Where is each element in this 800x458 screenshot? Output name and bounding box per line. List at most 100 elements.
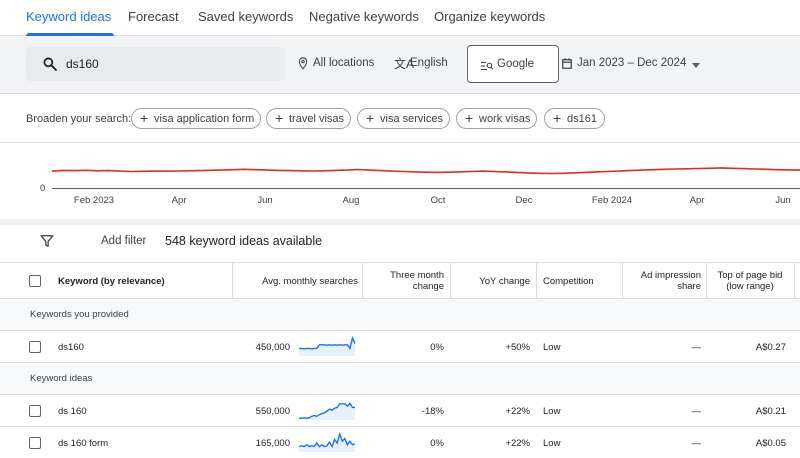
sparkline-line	[299, 335, 356, 351]
translate-icon: 文A	[394, 57, 415, 71]
chip-label: travel visas	[289, 113, 345, 125]
select-all-checkbox[interactable]	[29, 275, 41, 287]
col-ad-impression-share[interactable]: Ad impression share	[640, 270, 701, 292]
table-row[interactable]: ds 160 form 165,000 0% +22% Low — A$0.05	[0, 427, 800, 458]
yoy-cell: +50%	[505, 341, 530, 353]
col-three-month-change[interactable]: Three month change	[390, 270, 444, 292]
x-axis-label: Aug	[342, 195, 360, 206]
plus-icon: +	[553, 110, 562, 126]
x-axis-label: Jun	[775, 195, 791, 206]
tab-organize-keywords[interactable]: Organize keywords	[434, 9, 546, 24]
three-month-cell: -18%	[421, 405, 444, 417]
tab-keyword-ideas[interactable]: Keyword ideas	[26, 9, 112, 24]
broaden-chip-travel-visas[interactable]: + travel visas	[266, 108, 351, 129]
search-volume-trend-chart: 0 Feb 2023 Apr Jun Aug Oct Dec Feb 2024 …	[0, 143, 800, 219]
broaden-chip-visa-application-form[interactable]: + visa application form	[131, 108, 261, 129]
row-checkbox[interactable]	[29, 437, 41, 449]
tab-negative-keywords[interactable]: Negative keywords	[309, 9, 419, 24]
broaden-label: Broaden your search:	[26, 113, 132, 125]
chip-label: visa application form	[154, 113, 255, 125]
chip-label: work visas	[479, 113, 531, 125]
group-label: Keyword ideas	[30, 373, 93, 384]
row-checkbox[interactable]	[29, 341, 41, 353]
broaden-search-row: Broaden your search: + visa application f…	[0, 95, 800, 143]
broaden-chip-visa-services[interactable]: + visa services	[357, 108, 450, 129]
search-network-icon	[481, 59, 494, 74]
tab-forecast[interactable]: Forecast	[128, 9, 179, 24]
yoy-cell: +22%	[505, 437, 530, 449]
row-checkbox[interactable]	[29, 405, 41, 417]
add-filter-button[interactable]: Add filter	[101, 235, 147, 247]
active-tab-indicator	[26, 33, 114, 36]
chevron-down-icon[interactable]	[692, 63, 700, 68]
group-label: Keywords you provided	[30, 309, 129, 320]
language-label: English	[410, 57, 448, 69]
col-avg-monthly-searches[interactable]: Avg. monthly searches	[262, 275, 358, 287]
sparkline	[299, 335, 356, 356]
tab-saved-keywords[interactable]: Saved keywords	[198, 9, 294, 24]
competition-cell: Low	[543, 405, 561, 417]
yoy-cell: +22%	[505, 405, 530, 417]
search-input[interactable]	[66, 47, 266, 81]
broaden-chip-work-visas[interactable]: + work visas	[456, 108, 537, 129]
keyword-cell: ds160	[58, 341, 84, 353]
sparkline	[299, 402, 355, 420]
trend-chart-svg	[51, 167, 800, 189]
x-axis-label: Oct	[430, 195, 446, 206]
group-header-provided: Keywords you provided	[0, 299, 800, 331]
sparkline	[298, 431, 356, 452]
x-axis-label: Feb 2024	[591, 195, 633, 206]
col-top-of-page-bid-low[interactable]: Top of page bid (low range)	[717, 270, 783, 292]
keyword-cell: ds 160 form	[58, 437, 109, 449]
ad-impression-cell: —	[691, 437, 702, 449]
search-box[interactable]	[26, 47, 285, 81]
search-icon	[42, 56, 58, 75]
search-engine-label: Google	[497, 58, 535, 70]
plus-icon: +	[366, 110, 375, 126]
x-axis-label: Feb 2023	[73, 195, 115, 206]
ad-impression-cell: —	[691, 405, 702, 417]
tab-bar: Keyword ideas Forecast Saved keywords Ne…	[0, 0, 800, 36]
top-bid-cell: A$0.05	[755, 437, 786, 449]
col-competition[interactable]: Competition	[543, 275, 594, 287]
avg-searches-cell: 165,000	[255, 437, 290, 449]
broaden-chip-ds161[interactable]: + ds161	[544, 108, 605, 129]
x-axis-label: Apr	[171, 195, 187, 206]
plus-icon: +	[140, 110, 149, 126]
search-row: All locations 文A English Google Jan 2023…	[0, 36, 800, 94]
ad-impression-cell: —	[691, 341, 702, 353]
chip-label: ds161	[567, 113, 597, 125]
trend-line	[51, 167, 800, 175]
date-range-label: Jan 2023 – Dec 2024	[577, 57, 687, 69]
location-pin-icon	[298, 57, 308, 70]
competition-cell: Low	[543, 341, 561, 353]
top-bid-cell: A$0.27	[755, 341, 786, 353]
sparkline-line	[298, 431, 356, 449]
three-month-cell: 0%	[430, 437, 444, 449]
x-axis-label: Dec	[515, 195, 533, 206]
sparkline-line	[299, 402, 355, 419]
table-header: Keyword (by relevance) Avg. monthly sear…	[0, 263, 800, 299]
avg-searches-cell: 550,000	[255, 405, 290, 417]
col-keyword[interactable]: Keyword (by relevance)	[58, 275, 165, 287]
ideas-count: 548 keyword ideas available	[165, 234, 323, 248]
y-axis-zero-label: 0	[40, 183, 46, 194]
calendar-icon	[562, 58, 572, 69]
table-row[interactable]: ds160 450,000 0% +50% Low — A$0.27	[0, 331, 800, 363]
search-engine-selector[interactable]: Google	[467, 45, 559, 83]
filter-icon[interactable]	[40, 234, 54, 251]
col-yoy-change[interactable]: YoY change	[479, 275, 530, 287]
top-bid-cell: A$0.21	[755, 405, 786, 417]
plus-icon: +	[465, 110, 474, 126]
location-label: All locations	[313, 57, 375, 69]
sparkline-area	[299, 338, 355, 356]
chip-label: visa services	[380, 113, 443, 125]
competition-cell: Low	[543, 437, 561, 449]
three-month-cell: 0%	[430, 341, 444, 353]
x-axis-label: Jun	[257, 195, 273, 206]
x-axis-label: Apr	[689, 195, 705, 206]
group-header-ideas: Keyword ideas	[0, 363, 800, 395]
table-row[interactable]: ds 160 550,000 -18% +22% Low — A$0.21	[0, 395, 800, 427]
filter-bar: Add filter 548 keyword ideas available	[0, 225, 800, 263]
keyword-cell: ds 160	[58, 405, 87, 417]
